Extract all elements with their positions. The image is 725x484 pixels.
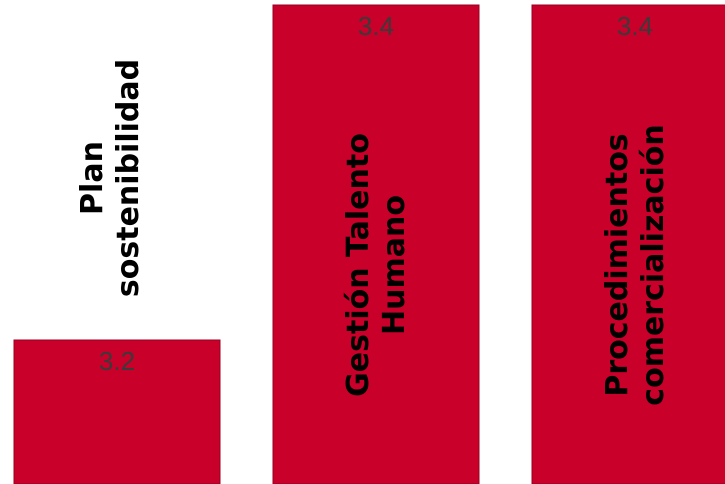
category-label-1: Plansostenibilidad [75, 59, 146, 297]
category-label-3-line-1: Procedimientos [600, 133, 635, 396]
value-label-2: 3.4 [358, 11, 394, 41]
category-label-1-line-2: sostenibilidad [111, 59, 146, 297]
category-label-2-line-2: Humano [377, 195, 412, 335]
category-label-3: Procedimientoscomercialización [600, 124, 671, 405]
value-label-3: 3.4 [617, 11, 653, 41]
bar-2 [272, 4, 480, 484]
value-label-1: 3.2 [99, 346, 135, 376]
category-label-2-line-1: Gestión Talento [341, 133, 376, 397]
category-label-1-line-1: Plan [75, 141, 110, 215]
category-label-2: Gestión TalentoHumano [341, 133, 412, 397]
bar-1 [13, 339, 221, 484]
bar-3 [531, 4, 725, 484]
category-label-3-line-2: comercialización [636, 124, 671, 405]
